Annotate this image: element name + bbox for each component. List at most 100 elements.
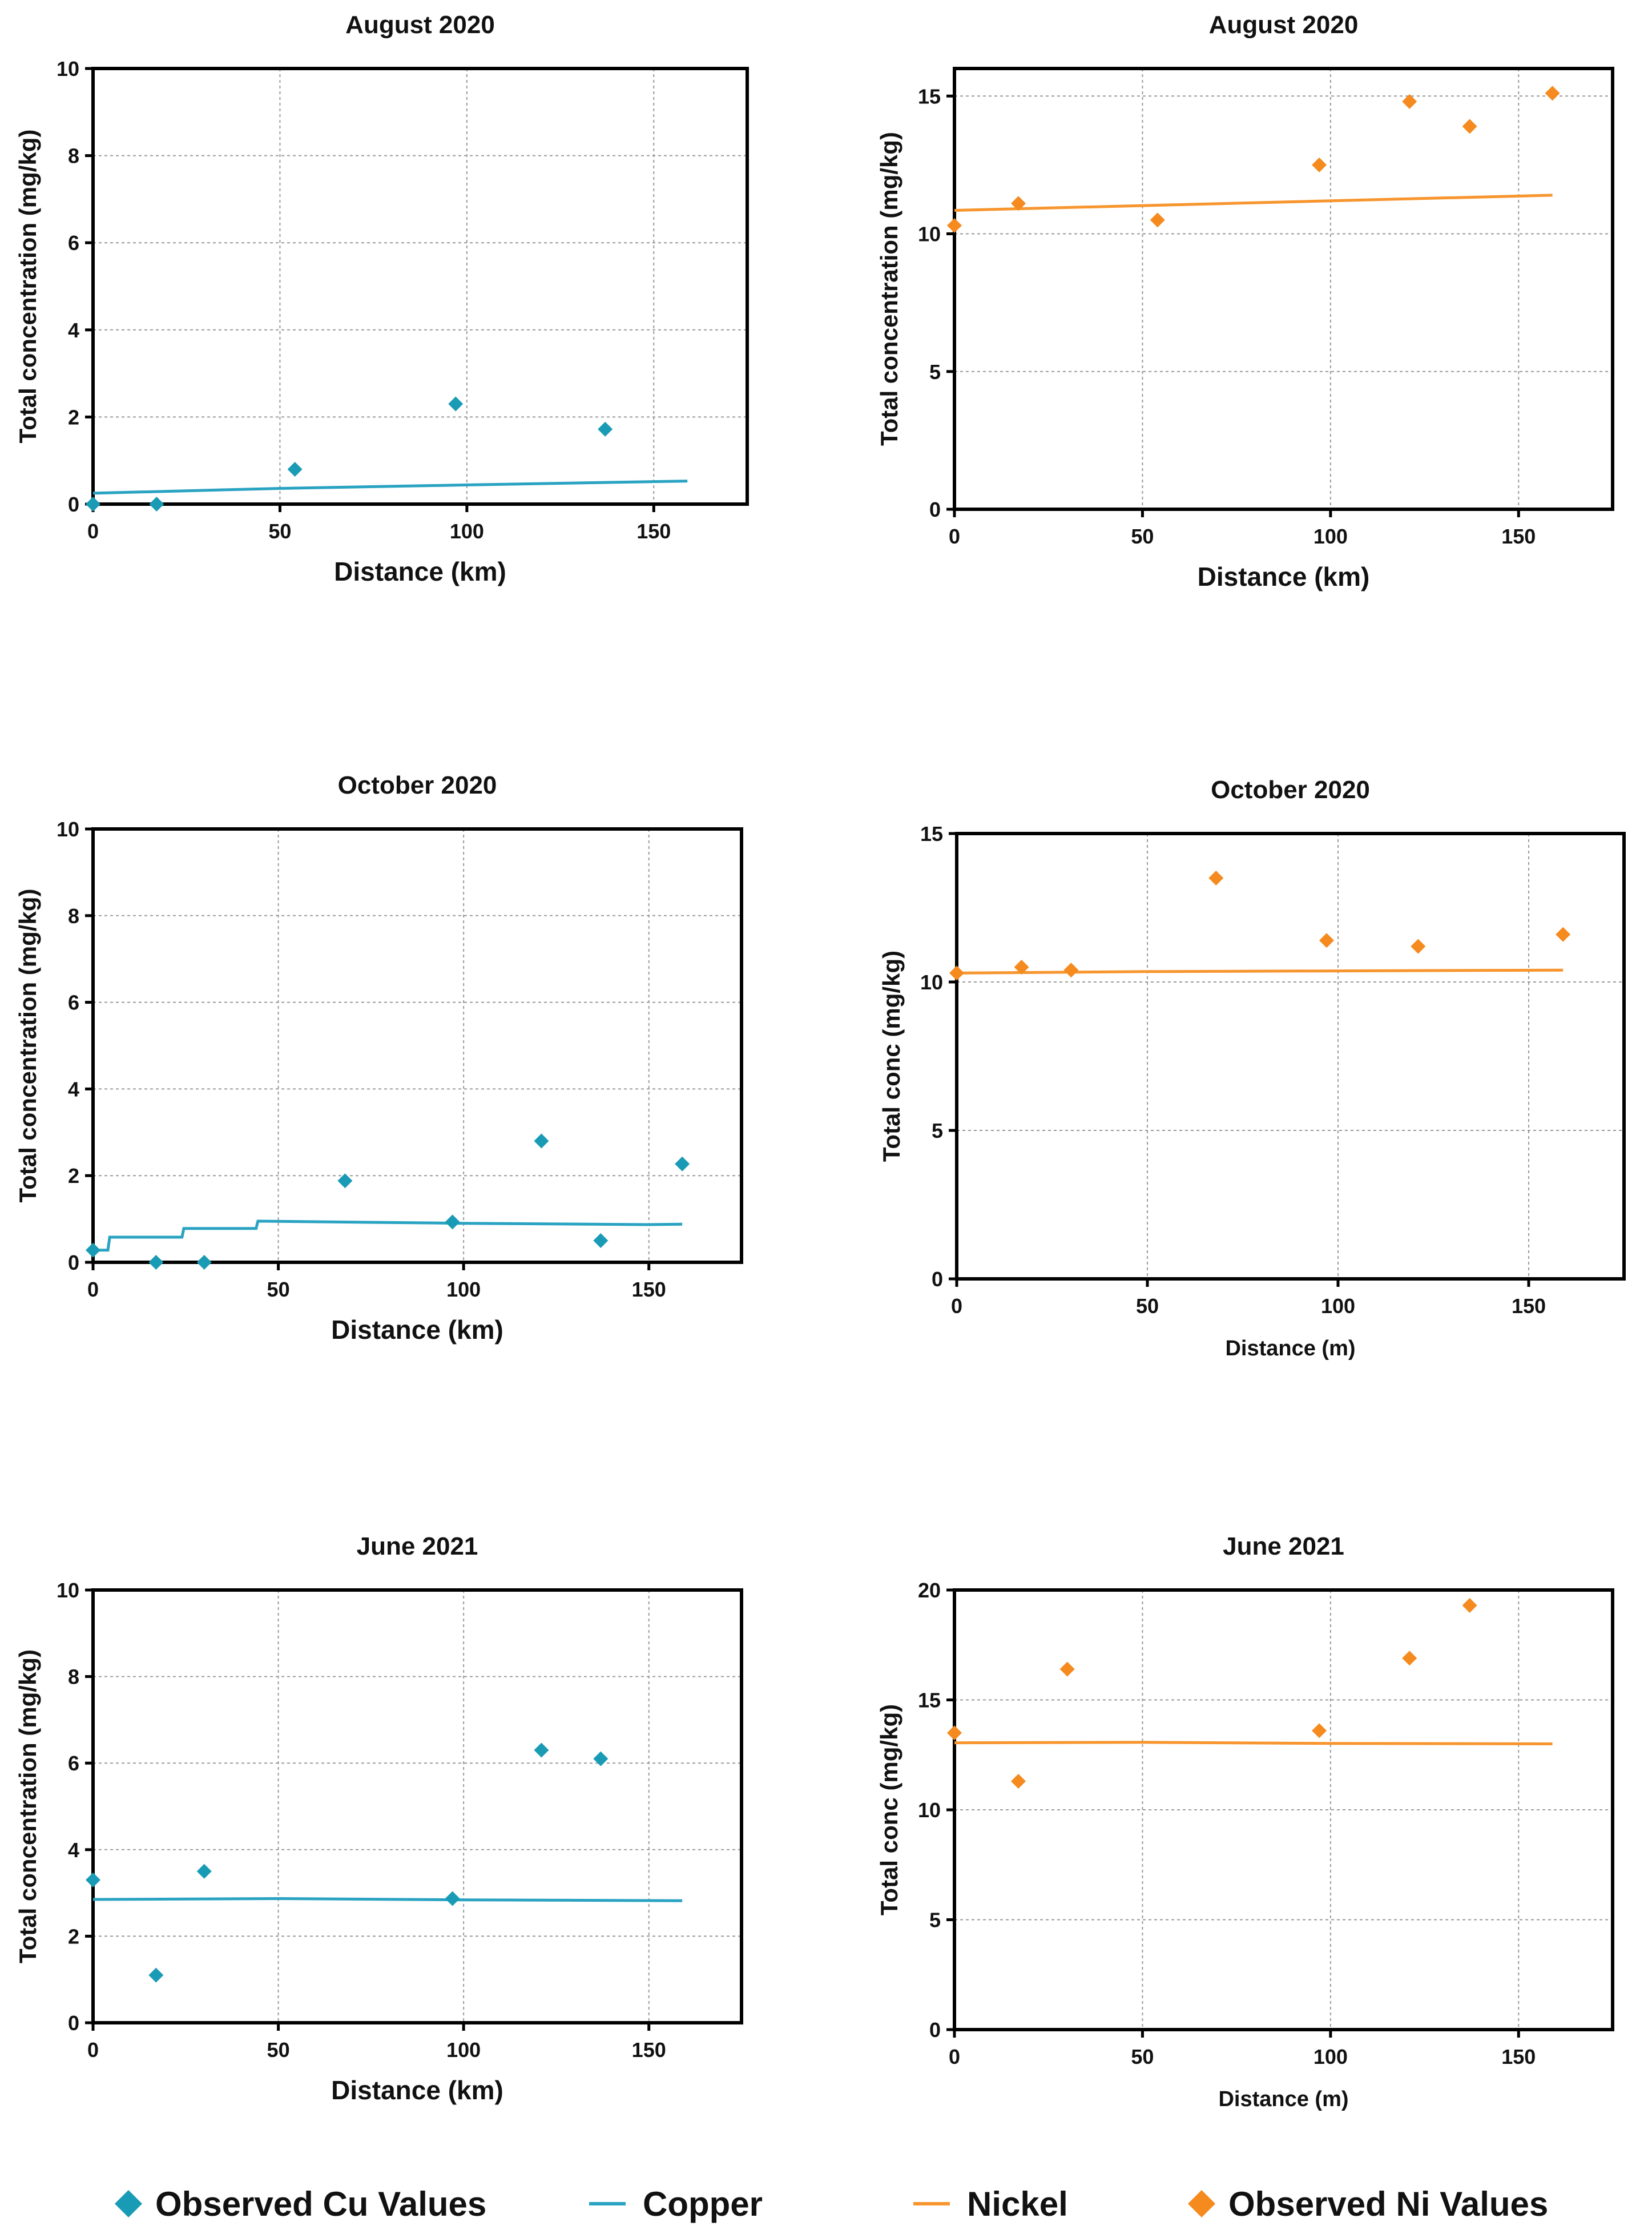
x-tick-label: 150 (636, 520, 671, 543)
y-tick-label: 6 (68, 231, 79, 255)
observed-copper-point (148, 1255, 164, 1270)
y-axis-label: Total concentration (mg/kg) (14, 1649, 41, 1963)
chart-aug2020-cu: 0 50 100 150 0 2 4 6 8 10 August 2020 Distance (km)… (14, 11, 749, 586)
y-tick-label: 10 (57, 57, 79, 80)
x-tick-label: 50 (267, 1278, 290, 1301)
y-tick-label: 2 (68, 405, 79, 429)
chart-jun2021-ni: 0 50 100 150 0 5 10 15 20 June 2021 Distance (m) To… (876, 1532, 1614, 2111)
x-tick-label: 150 (1512, 1294, 1546, 1318)
x-tick-label: 100 (450, 520, 484, 543)
y-tick-label: 0 (68, 493, 79, 516)
nickel-model-line (954, 1741, 1553, 1745)
observed-nickel-point (1312, 157, 1327, 172)
legend-label: Observed Cu Values (155, 2184, 487, 2223)
observed-copper-point (337, 1173, 353, 1189)
nickel-model-line (954, 194, 1553, 212)
copper-model-line (93, 1219, 683, 1252)
x-axis-label: Distance (km) (331, 2075, 503, 2105)
observed-copper-point (534, 1133, 549, 1149)
legend-item-nickel: Nickel (913, 2181, 1068, 2227)
chart-title: August 2020 (345, 11, 495, 39)
legend-label: Nickel (967, 2184, 1068, 2223)
x-tick-label: 0 (87, 520, 99, 543)
y-tick-label: 5 (929, 1909, 941, 1932)
plot-frame (955, 832, 1626, 1281)
observed-nickel-point (1208, 871, 1224, 885)
x-tick-label: 50 (1131, 525, 1154, 548)
legend-label: Observed Ni Values (1228, 2184, 1549, 2223)
y-tick-label: 10 (920, 971, 943, 994)
chart-jun2021-cu: 0 50 100 150 0 2 4 6 8 10 June 2021 Distance (km) To… (14, 1532, 743, 2105)
x-tick-label: 0 (949, 2045, 960, 2068)
observed-nickel-point (1462, 1597, 1477, 1613)
observed-nickel-point (1312, 1723, 1327, 1738)
y-tick-label: 4 (68, 319, 79, 342)
y-tick-label: 0 (929, 498, 941, 521)
observed-copper-point (445, 1214, 460, 1230)
legend-line-copper-icon (589, 2202, 626, 2205)
observed-copper-point (287, 461, 303, 477)
observed-copper-point (675, 1156, 690, 1172)
chart-title: June 2021 (357, 1532, 478, 1560)
chart-title: October 2020 (1211, 776, 1370, 804)
x-axis-label: Distance (km) (334, 557, 506, 586)
plot-frame (91, 1588, 743, 2024)
y-tick-label: 8 (68, 144, 79, 168)
copper-model-line (92, 1897, 683, 1902)
y-axis-label: Total conc (mg/kg) (878, 951, 905, 1162)
observed-nickel-point (1011, 1773, 1026, 1789)
x-tick-label: 150 (632, 2038, 666, 2062)
copper-model-line (92, 480, 688, 495)
observed-nickel-point (1063, 963, 1079, 978)
plot-frame (953, 67, 1614, 511)
observed-copper-point (593, 1233, 609, 1249)
y-tick-label: 0 (68, 1251, 79, 1274)
observed-nickel-point (1402, 94, 1417, 109)
x-tick-label: 100 (446, 2038, 481, 2062)
x-tick-label: 50 (267, 2038, 290, 2062)
y-tick-label: 10 (918, 1798, 941, 1822)
nickel-model-line (956, 968, 1564, 975)
observed-nickel-point (1011, 196, 1026, 211)
y-tick-label: 0 (932, 1267, 943, 1291)
legend: Observed Cu Values Copper Nickel Observe… (0, 2181, 1652, 2230)
y-tick-label: 2 (68, 1925, 79, 1948)
y-axis-label: Total concentration (mg/kg) (876, 132, 902, 446)
observed-nickel-point (1150, 212, 1165, 228)
chart-oct2020-ni: 0 50 100 150 0 5 10 15 October 2020 Distance (m) T… (878, 776, 1626, 1360)
x-tick-label: 0 (87, 2038, 99, 2062)
observed-nickel-point (1556, 927, 1571, 942)
legend-diamond-cu-icon (114, 2189, 143, 2218)
y-tick-label: 5 (929, 360, 941, 384)
observed-nickel-point (1402, 1651, 1417, 1666)
observed-nickel-point (1014, 960, 1029, 975)
x-axis-label: Distance (m) (1225, 1337, 1355, 1360)
observed-copper-point (86, 1242, 100, 1258)
legend-diamond-ni-icon (1187, 2189, 1216, 2218)
observed-copper-point (534, 1742, 549, 1758)
observed-nickel-point (1462, 119, 1477, 134)
observed-copper-point (148, 1967, 164, 1983)
y-tick-label: 6 (68, 1752, 79, 1775)
observed-copper-point (196, 1255, 212, 1270)
x-tick-label: 0 (949, 525, 960, 548)
legend-label: Copper (643, 2184, 763, 2223)
x-tick-label: 100 (446, 1278, 481, 1301)
y-tick-label: 0 (68, 2011, 79, 2035)
x-axis-label: Distance (km) (331, 1315, 503, 1345)
y-axis-label: Total conc (mg/kg) (876, 1704, 902, 1915)
observed-nickel-point (947, 1725, 962, 1741)
chart-title: October 2020 (338, 771, 497, 799)
y-tick-label: 15 (918, 84, 941, 108)
observed-copper-point (445, 1891, 460, 1906)
y-tick-label: 10 (918, 223, 941, 246)
observed-copper-point (593, 1751, 609, 1766)
y-tick-label: 0 (929, 2018, 941, 2042)
y-tick-label: 20 (918, 1579, 941, 1602)
observed-nickel-point (1059, 1661, 1075, 1677)
x-tick-label: 150 (1501, 525, 1536, 548)
legend-line-nickel-icon (913, 2202, 950, 2205)
x-tick-label: 50 (1136, 1294, 1159, 1318)
chart-oct2020-cu: 0 50 100 150 0 2 4 6 8 10 October 2020 Distance (km… (14, 771, 743, 1345)
